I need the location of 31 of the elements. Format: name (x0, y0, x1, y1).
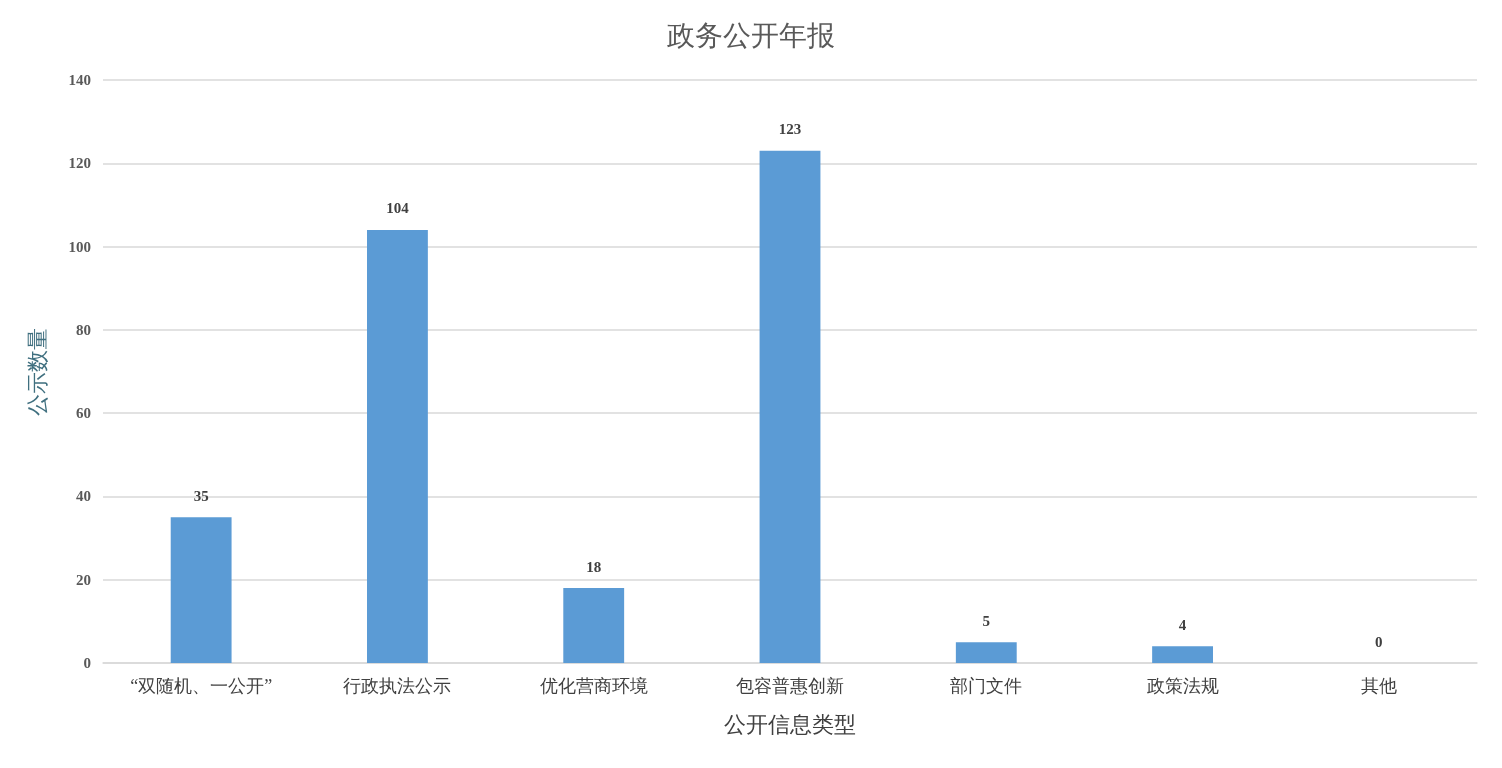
x-tick-label: 政策法规 (1146, 676, 1219, 696)
data-label: 104 (386, 200, 410, 217)
y-tick-label: 120 (68, 155, 91, 172)
x-tick-label: “双随机、一公开” (130, 676, 273, 696)
data-label: 4 (1178, 616, 1187, 633)
data-label: 0 (1375, 633, 1383, 650)
data-label: 18 (586, 558, 602, 575)
y-tick-label: 20 (76, 571, 91, 588)
x-tick-label: 包容普惠创新 (736, 676, 844, 696)
bar (955, 642, 1017, 663)
chart-title: 政务公开年报 (667, 19, 835, 51)
bar (759, 150, 821, 663)
y-tick-label: 140 (68, 72, 91, 88)
x-tick-label: 行政执法公示 (343, 676, 452, 696)
y-tick-label: 0 (83, 655, 91, 671)
y-tick-label: 60 (76, 405, 91, 422)
x-tick-label: 优化营商环境 (539, 676, 648, 696)
y-tick-label: 40 (76, 488, 91, 505)
bar (563, 588, 625, 663)
data-label: 5 (982, 612, 991, 629)
y-tick-label: 80 (76, 321, 91, 338)
data-label: 123 (778, 121, 802, 138)
data-label: 35 (193, 487, 209, 504)
bar (170, 517, 232, 663)
y-tick-label: 100 (68, 238, 91, 255)
x-axis-title: 公开信息类型 (724, 711, 856, 737)
x-tick-label: 部门文件 (950, 676, 1023, 696)
bar (367, 229, 428, 663)
y-axis-title: 公示数量 (24, 327, 50, 416)
x-tick-label: 其他 (1360, 676, 1397, 696)
bar (1152, 646, 1213, 663)
